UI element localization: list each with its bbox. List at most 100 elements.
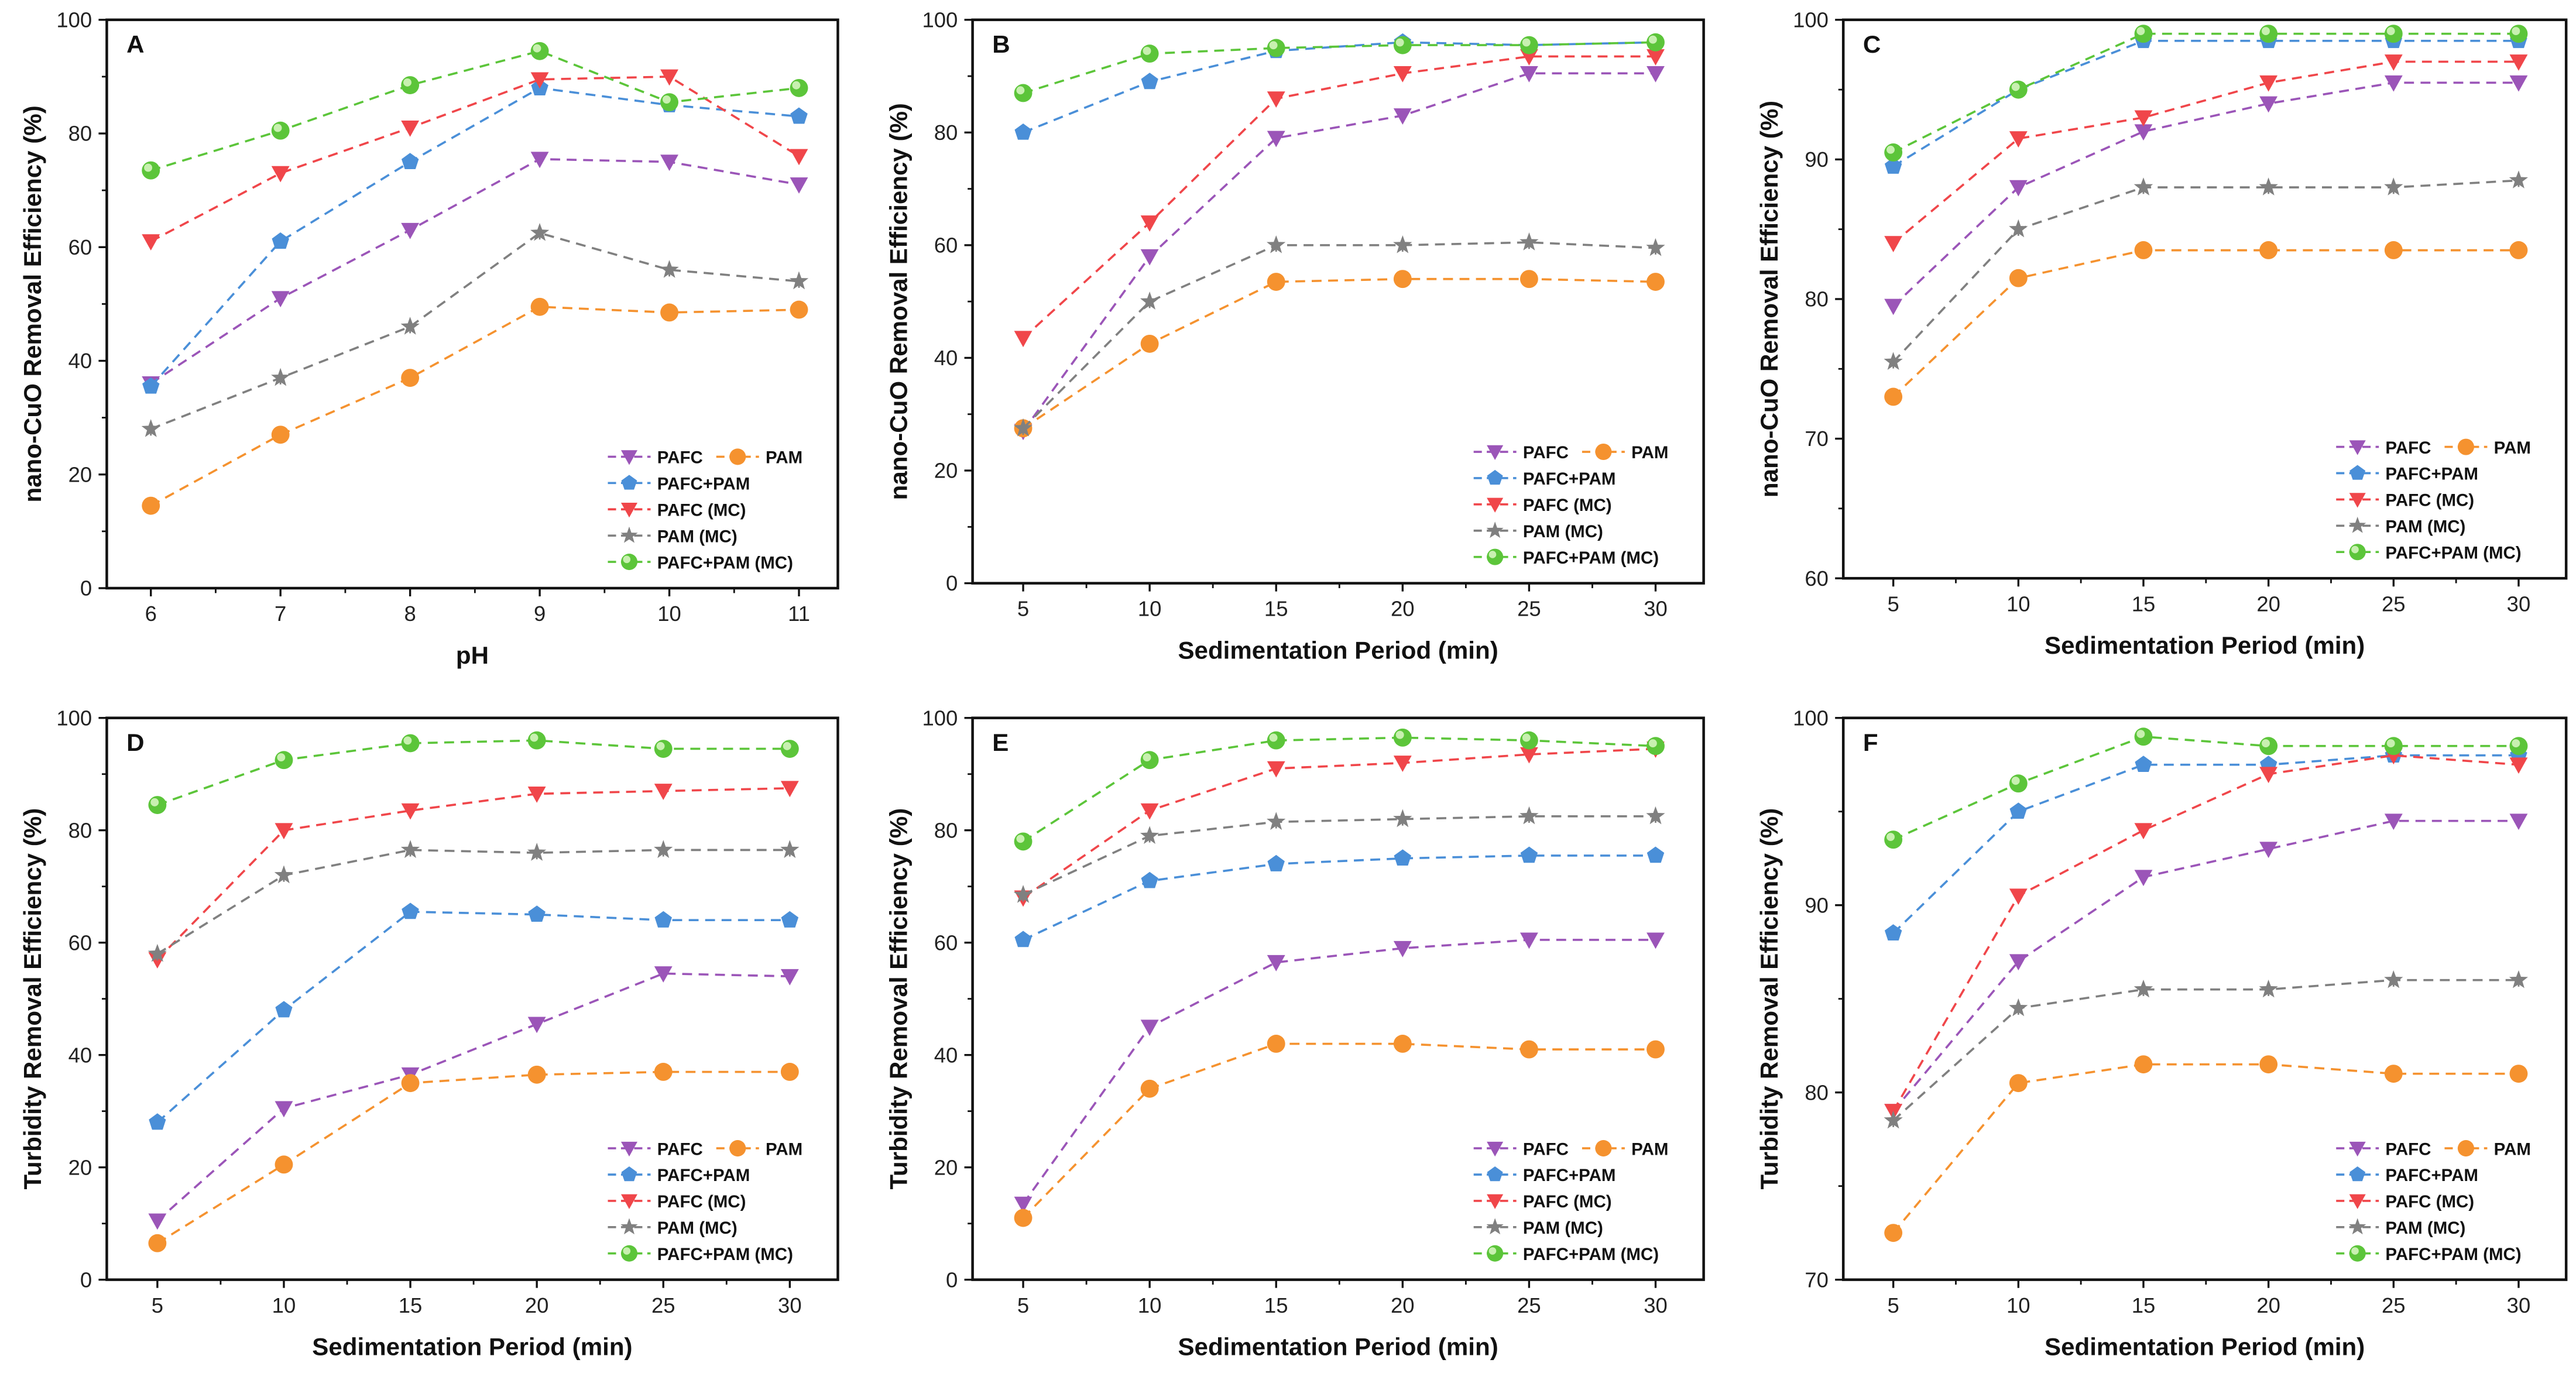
x-tick-label: 5: [152, 1293, 163, 1317]
circle-marker: [2509, 241, 2528, 259]
triangle-marker: [620, 450, 638, 465]
marker-highlight: [403, 736, 412, 745]
x-tick-label: 9: [534, 602, 546, 626]
y-axis-label: nano-CuO Removal Efficiency (%): [1755, 101, 1783, 497]
pentagon-marker: [1487, 469, 1503, 485]
legend-label: PAFC (MC): [657, 1192, 746, 1211]
legend-label: PAM: [1631, 1139, 1668, 1159]
triangle-marker: [148, 1213, 167, 1230]
marker-highlight: [662, 95, 671, 104]
circle-marker: [148, 1234, 167, 1252]
triangle-marker: [1647, 932, 1665, 949]
series-line: [1023, 41, 1656, 134]
legend-label: PAFC (MC): [1523, 1192, 1612, 1211]
marker-highlight: [623, 1247, 631, 1255]
y-tick-label: 90: [1805, 147, 1829, 171]
circle-marker: [2384, 241, 2403, 259]
triangle-marker: [1884, 236, 1903, 252]
pentagon-marker: [149, 1113, 166, 1130]
series-pam: [1884, 241, 2528, 406]
marker-highlight: [1269, 733, 1278, 742]
circle-marker: [2134, 241, 2153, 259]
triangle-marker: [1267, 955, 1285, 972]
x-axis-label: pH: [456, 641, 489, 669]
x-tick-label: 5: [1888, 1293, 1899, 1317]
triangle-marker: [2384, 75, 2403, 92]
pentagon-marker: [1487, 1166, 1503, 1182]
legend-label: PAFC+PAM: [1523, 1166, 1616, 1185]
circle-marker: [275, 1155, 293, 1174]
triangle-marker: [660, 69, 678, 86]
star-marker: [2009, 219, 2028, 238]
series-line: [1892, 249, 2519, 398]
circle-marker: [2259, 241, 2278, 259]
panel-label: A: [126, 30, 144, 58]
series-line: [1023, 277, 1656, 430]
y-tick-label: 80: [68, 818, 92, 842]
pentagon-marker: [781, 911, 799, 928]
x-tick-label: 6: [145, 602, 157, 626]
series-line: [1023, 736, 1656, 843]
x-tick-label: 10: [1138, 597, 1162, 621]
series-line: [1023, 41, 1656, 94]
marker-highlight: [533, 44, 541, 53]
triangle-marker: [271, 291, 290, 308]
star-marker: [780, 840, 800, 859]
legend-label: PAM (MC): [657, 1218, 738, 1238]
marker-highlight: [530, 733, 538, 742]
marker-highlight: [1143, 753, 1151, 762]
pentagon-marker: [2135, 756, 2152, 773]
series-line: [1022, 939, 1656, 1205]
star-marker: [271, 368, 290, 386]
series-pam: [142, 297, 808, 515]
series-pam-mc: [148, 840, 800, 962]
pentagon-marker: [1014, 931, 1032, 948]
panel-label: F: [1863, 729, 1878, 756]
series-pafc-mc: [148, 781, 799, 969]
triangle-marker: [275, 823, 293, 840]
x-axis-label: Sedimentation Period (min): [312, 1333, 632, 1361]
triangle-marker: [1519, 747, 1538, 764]
triangle-marker: [1140, 249, 1159, 266]
y-tick-label: 40: [68, 1043, 92, 1067]
star-marker: [1267, 812, 1286, 830]
star-marker: [2384, 177, 2403, 195]
triangle-marker: [1487, 1194, 1504, 1209]
circle-marker: [654, 1063, 673, 1081]
marker-highlight: [2512, 27, 2520, 36]
pentagon-marker: [2349, 1166, 2366, 1182]
legend-label: PAFC: [2385, 438, 2431, 458]
triangle-marker: [2349, 440, 2366, 455]
star-marker: [2259, 979, 2278, 998]
series-pam-mc: [1013, 232, 1665, 437]
series-pafc: [1014, 932, 1665, 1213]
legend-label: PAM (MC): [1523, 522, 1603, 541]
star-marker: [2509, 970, 2529, 988]
marker-highlight: [1143, 47, 1151, 55]
triangle-marker: [2009, 131, 2028, 148]
marker-highlight: [623, 555, 631, 564]
series-line: [1892, 179, 2519, 363]
y-tick-label: 40: [934, 1043, 958, 1067]
series-pam-mc: [141, 223, 809, 437]
series-pafc-pam: [1014, 846, 1665, 948]
triangle-marker: [1393, 108, 1412, 125]
legend: PAFC PAM PAFC+PAM PAFC (MC) PAM (MC) PAFC+PAM…: [1473, 1139, 1668, 1264]
panel-label: D: [126, 729, 144, 756]
y-tick-label: 0: [80, 576, 92, 600]
series-pafc-pam: [142, 78, 808, 394]
x-tick-label: 30: [2507, 592, 2531, 616]
circle-marker: [2009, 1074, 2028, 1093]
pentagon-marker: [275, 1001, 293, 1018]
series-pafc-mc: [1014, 742, 1665, 907]
panel-label: E: [992, 729, 1009, 756]
triangle-marker: [654, 966, 673, 983]
triangle-marker: [1014, 1196, 1033, 1213]
triangle-marker: [2384, 813, 2403, 830]
circle-marker: [2457, 1140, 2474, 1157]
marker-highlight: [1522, 38, 1531, 47]
circle-marker: [530, 297, 549, 316]
legend-label: PAFC: [1523, 1139, 1569, 1159]
circle-marker: [780, 1063, 799, 1081]
pentagon-marker: [621, 1166, 637, 1182]
